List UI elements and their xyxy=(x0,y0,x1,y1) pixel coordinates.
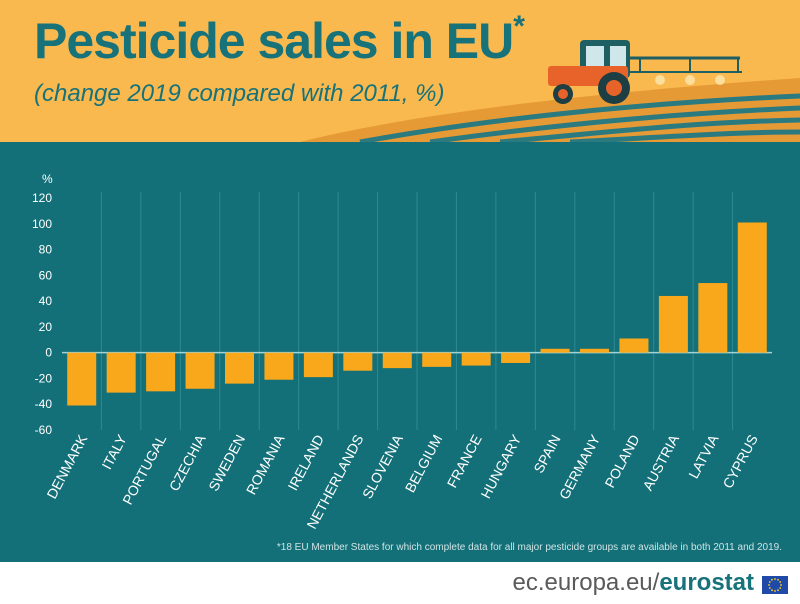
bar xyxy=(106,352,136,393)
grid-lines xyxy=(62,192,772,430)
bar xyxy=(501,352,531,363)
bar-chart: 120 100 80 60 40 20 0 -20 -40 -60 DENMARK ITALYPOR… xyxy=(32,172,772,531)
x-tick-label: ROMANIA xyxy=(243,431,288,497)
x-axis: DENMARK ITALYPORTUGALCZECHIASWEDENROMANIA… xyxy=(43,431,761,531)
bar xyxy=(185,352,215,389)
chart-panel: 120 100 80 60 40 20 0 -20 -40 -60 DENMARK ITALY POR… xyxy=(0,142,800,562)
x-tick-label: LATVIA xyxy=(685,431,722,481)
x-tick-label: CZECHIA xyxy=(166,431,209,493)
x-tick-label: AUSTRIA xyxy=(639,431,682,493)
bar xyxy=(698,283,728,353)
field-illustration xyxy=(300,40,800,142)
title-asterisk: * xyxy=(513,10,525,44)
chart-title: Pesticide sales in EU* xyxy=(34,10,525,70)
x-tick-label: GERMANY xyxy=(556,431,604,502)
y-tick-label: 80 xyxy=(39,243,53,257)
site-url[interactable]: ec.europa.eu/eurostat xyxy=(513,569,754,597)
bar xyxy=(580,348,609,353)
footnote: *18 EU Member States for which complete … xyxy=(276,542,782,553)
y-tick-label: -20 xyxy=(35,371,53,385)
x-tick-label: HUNGARY xyxy=(477,431,524,501)
y-tick-label: 100 xyxy=(32,217,52,231)
bar xyxy=(658,295,688,353)
y-tick-label: 40 xyxy=(39,294,53,308)
y-tick-label: 60 xyxy=(39,268,53,282)
y-tick-label: -40 xyxy=(35,397,53,411)
header-banner: Pesticide sales in EU* (change 2019 comp… xyxy=(0,0,800,142)
y-tick-label: -60 xyxy=(35,423,53,437)
site-prefix: ec.europa.eu/ xyxy=(512,569,660,596)
x-tick-label: POLAND xyxy=(601,432,642,490)
x-tick-label: BELGIUM xyxy=(402,432,446,495)
tractor-icon xyxy=(548,40,742,104)
x-tick-label: FRANCE xyxy=(444,432,485,490)
bar xyxy=(264,352,294,380)
bars xyxy=(67,222,767,406)
bar xyxy=(540,348,570,353)
bar xyxy=(422,352,452,367)
eu-flag-icon xyxy=(762,576,788,594)
bar xyxy=(225,352,254,384)
bar xyxy=(737,222,767,353)
bar xyxy=(67,352,97,406)
y-tick-label: 0 xyxy=(45,346,52,360)
bar xyxy=(461,352,491,366)
footer: ec.europa.eu/eurostat xyxy=(0,562,800,604)
bar xyxy=(146,352,176,392)
x-tick-label: CYPRUS xyxy=(719,432,761,491)
y-tick-label: 120 xyxy=(32,191,52,205)
site-brand: eurostat xyxy=(659,569,754,596)
bar xyxy=(382,352,412,369)
chart-subtitle: (change 2019 compared with 2011, %) xyxy=(34,80,445,107)
bar xyxy=(303,352,333,378)
x-tick-label: IRELAND xyxy=(284,432,327,493)
x-tick-label: ITALY xyxy=(98,431,130,472)
x-tick-label: SPAIN xyxy=(530,432,563,476)
y-unit-label: % xyxy=(42,172,53,186)
title-text: Pesticide sales in EU xyxy=(34,13,514,69)
x-tick-label: SLOVENIA xyxy=(359,431,406,501)
bar xyxy=(343,352,373,371)
y-tick-label: 20 xyxy=(39,320,53,334)
y-axis: 120 100 80 60 40 20 0 -20 -40 -60 xyxy=(32,191,52,437)
bar xyxy=(619,338,649,353)
x-tick-label: SWEDEN xyxy=(205,432,248,494)
x-tick-label: DENMARK xyxy=(43,431,90,501)
